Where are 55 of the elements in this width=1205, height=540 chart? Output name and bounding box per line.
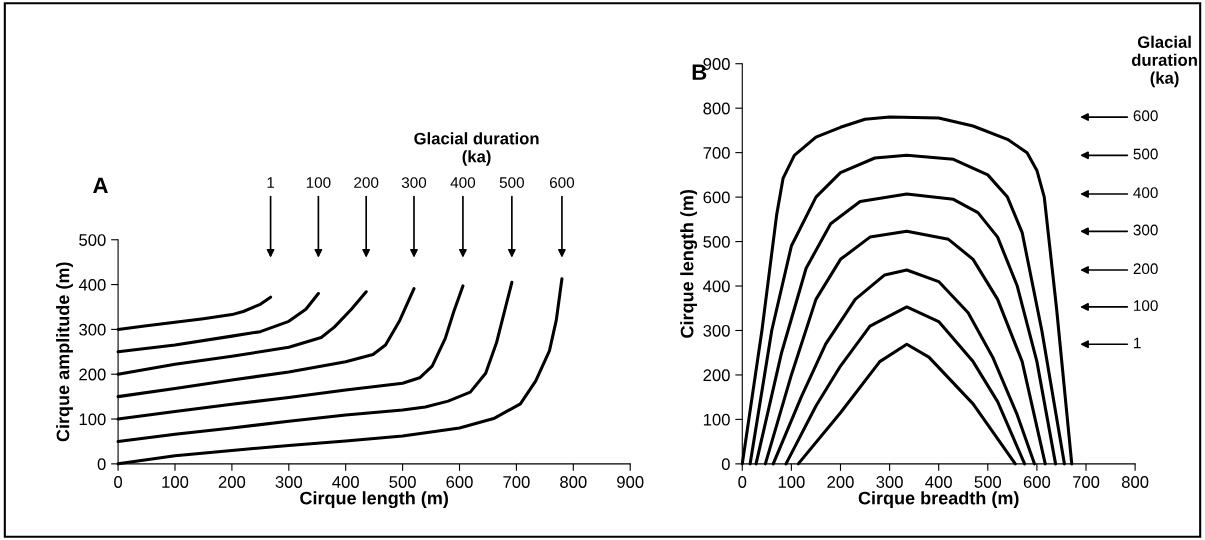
text: 100	[306, 177, 331, 188]
text: 1	[267, 177, 275, 188]
y-tick-label: 200	[79, 368, 106, 381]
x-tick-label: 600	[1023, 476, 1051, 488]
x-tick-label: 500	[389, 476, 416, 488]
y-tick-label: 800	[703, 102, 730, 115]
annotation: Glacial duration (ka)	[1131, 35, 1197, 88]
y-tick-label: 100	[703, 413, 730, 426]
text: 200	[354, 177, 379, 188]
text: A	[93, 177, 108, 194]
y-tick-label: 300	[79, 323, 106, 336]
x-tick-label: 400	[925, 476, 952, 488]
annotation: 200	[1133, 263, 1158, 275]
x-tick-label: 0	[114, 476, 123, 488]
text: 600	[549, 177, 575, 188]
annotation: 500	[1133, 148, 1158, 160]
x-tick-label: 500	[974, 476, 1002, 488]
x-tick-label: 700	[503, 476, 530, 488]
y-tick-label: 700	[703, 147, 730, 159]
y-tick-label: 500	[703, 235, 730, 248]
y-tick-label: 100	[79, 413, 106, 426]
annotation: 400	[1133, 187, 1158, 199]
x-tick-label: 200	[827, 476, 854, 488]
y-tick-label: 0	[97, 458, 106, 471]
x-tick-label: 0	[738, 476, 747, 488]
y-tick-label: 400	[78, 278, 106, 291]
y-tick-label: 0	[721, 458, 730, 471]
x-axis-title: Cirque length (m)	[300, 491, 448, 509]
x-tick-label: 800	[560, 476, 587, 488]
x-tick-label: 600	[446, 476, 473, 488]
text: Glacial duration (ka)	[414, 132, 539, 166]
x-tick-label: 700	[1072, 476, 1100, 488]
annotation: 300	[1133, 224, 1158, 236]
y-axis-title: Cirque length (m)	[680, 189, 698, 338]
x-tick-label: 300	[275, 476, 303, 488]
x-axis-title: Cirque breadth (m)	[858, 491, 1019, 509]
y-tick-label: 400	[703, 280, 730, 293]
x-tick-label: 800	[1121, 476, 1149, 488]
x-tick-label: 100	[162, 476, 189, 488]
y-tick-label: 500	[79, 234, 106, 246]
annotation: 600	[1133, 110, 1158, 122]
x-tick-label: 400	[332, 476, 359, 488]
text: 300	[401, 177, 427, 188]
x-tick-label: 200	[218, 476, 246, 488]
y-axis-title: Cirque amplitude (m)	[56, 262, 73, 442]
y-tick-label: 600	[703, 191, 730, 204]
x-tick-label: 300	[876, 476, 903, 488]
annotation: 100	[1134, 300, 1158, 312]
text: 500	[499, 177, 525, 188]
y-tick-label: 300	[703, 324, 730, 337]
annotation: 1	[1134, 337, 1141, 349]
y-tick-label: 200	[703, 369, 730, 382]
x-tick-label: 100	[778, 476, 805, 488]
text: 400	[450, 177, 476, 188]
x-tick-label: 900	[617, 476, 644, 488]
